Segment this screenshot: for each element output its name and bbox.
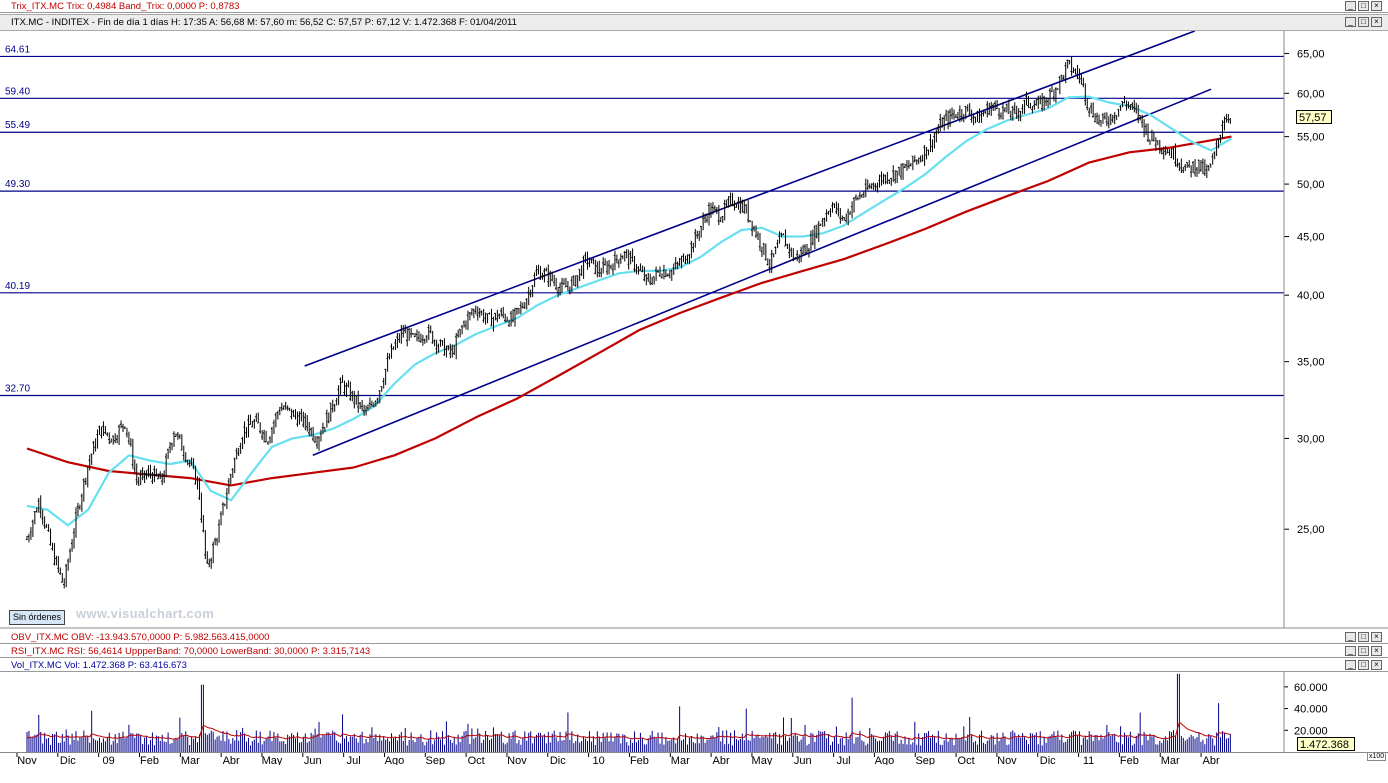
x-tick-label: Mar xyxy=(181,755,200,765)
x-tick-label: Mar xyxy=(671,755,690,765)
trix-panel-header: Trix_ITX.MC Trix: 0,4984 Band_Trix: 0,00… xyxy=(0,0,1388,13)
y-tick-label: 65,00 xyxy=(1297,48,1325,60)
minimize-icon[interactable]: _ xyxy=(1345,660,1356,670)
volume-average-line xyxy=(26,721,1231,741)
x-tick-label: Nov xyxy=(507,755,527,765)
ma-long-line xyxy=(26,135,1232,487)
x-tick-label: Sep xyxy=(915,755,935,765)
y-tick-label: 35,00 xyxy=(1297,357,1325,369)
minimize-icon[interactable]: _ xyxy=(1345,632,1356,642)
level-label-2: 55.49 xyxy=(5,120,30,131)
watermark: www.visualchart.com xyxy=(76,606,215,621)
x-tick-label: Abr xyxy=(1203,755,1220,765)
x-tick-label: Abr xyxy=(223,755,240,765)
orders-button[interactable]: Sin órdenes xyxy=(9,610,66,625)
vol-tick-label: 40.000 xyxy=(1294,704,1328,716)
x-tick-label: May xyxy=(752,755,773,765)
x-tick-label: Sep xyxy=(426,755,446,765)
y-tick-label: 60,00 xyxy=(1297,88,1325,100)
close-icon[interactable]: × xyxy=(1371,632,1382,642)
x-tick-label: Dic xyxy=(60,755,76,765)
close-icon[interactable]: × xyxy=(1371,660,1382,670)
last-volume-box: 1.472.368 xyxy=(1297,737,1355,751)
maximize-icon[interactable]: □ xyxy=(1358,660,1369,670)
close-icon[interactable]: × xyxy=(1371,1,1382,11)
last-price-box: 57,57 xyxy=(1296,110,1332,124)
minimize-icon[interactable]: _ xyxy=(1345,17,1356,27)
x-tick-label: 09 xyxy=(103,755,115,765)
vol-tick-label: 20.000 xyxy=(1294,725,1328,737)
x-tick-label: Jul xyxy=(837,755,851,765)
rsi-panel-header: RSI_ITX.MC RSI: 56,4614 UppperBand: 70,0… xyxy=(0,645,1388,658)
minimize-icon[interactable]: _ xyxy=(1345,646,1356,656)
x-tick-label: Nov xyxy=(17,755,37,765)
obv-panel-header: OBV_ITX.MC OBV: -13.943.570,0000 P: 5.98… xyxy=(0,631,1388,644)
maximize-icon[interactable]: □ xyxy=(1358,632,1369,642)
x-tick-label: May xyxy=(262,755,283,765)
y-tick-label: 25,00 xyxy=(1297,524,1325,536)
x-tick-label: Oct xyxy=(468,755,485,765)
level-label-5: 32.70 xyxy=(5,384,30,395)
maximize-icon[interactable]: □ xyxy=(1358,17,1369,27)
rsi-title: RSI_ITX.MC RSI: 56,4614 UppperBand: 70,0… xyxy=(11,646,371,657)
maximize-icon[interactable]: □ xyxy=(1358,646,1369,656)
x-tick-label: Feb xyxy=(1120,755,1139,765)
level-label-3: 49.30 xyxy=(5,179,30,190)
channel-lower-line xyxy=(312,88,1212,457)
x-tick-label: Jun xyxy=(794,755,812,765)
x-tick-label: Jul xyxy=(347,755,361,765)
channel-upper-line xyxy=(304,31,1196,367)
x-tick-label: 10 xyxy=(592,755,604,765)
level-label-0: 64.61 xyxy=(5,44,30,55)
maximize-icon[interactable]: □ xyxy=(1358,1,1369,11)
x-tick-label: Feb xyxy=(140,755,159,765)
x-tick-label: Dic xyxy=(1040,755,1056,765)
volume-scale-tag: x100 xyxy=(1367,752,1387,761)
y-tick-label: 45,00 xyxy=(1297,232,1325,244)
x-tick-label: Feb xyxy=(630,755,649,765)
level-label-1: 59.40 xyxy=(5,86,30,97)
x-tick-label: 11 xyxy=(1083,755,1094,765)
price-panel-header: ITX.MC - INDITEX - Fin de día 1 días H: … xyxy=(0,14,1388,31)
close-icon[interactable]: × xyxy=(1371,646,1382,656)
y-tick-label: 30,00 xyxy=(1297,433,1325,445)
level-label-4: 40.19 xyxy=(5,281,30,292)
x-tick-label: Ago xyxy=(385,755,405,765)
volume-title: Vol_ITX.MC Vol: 1.472.368 P: 63.416.673 xyxy=(11,660,187,671)
volume-chart[interactable]: 60.000 40.000 20.000 Nov Dic 09 Feb Mar Abr May J… xyxy=(0,672,1388,765)
x-tick-label: Ago xyxy=(875,755,895,765)
vol-tick-label: 60.000 xyxy=(1294,682,1328,694)
y-tick-label: 55,00 xyxy=(1297,132,1325,144)
price-title: ITX.MC - INDITEX - Fin de día 1 días H: … xyxy=(11,17,517,28)
price-chart[interactable]: 64.61 59.40 55.49 49.30 40.19 32.70 65,00 60,0… xyxy=(0,31,1388,631)
x-tick-label: Dic xyxy=(550,755,566,765)
ma-short-line xyxy=(26,95,1233,527)
y-tick-label: 40,00 xyxy=(1297,290,1325,302)
volume-panel-header: Vol_ITX.MC Vol: 1.472.368 P: 63.416.673 … xyxy=(0,659,1388,672)
minimize-icon[interactable]: _ xyxy=(1345,1,1356,11)
obv-title: OBV_ITX.MC OBV: -13.943.570,0000 P: 5.98… xyxy=(11,632,270,643)
trix-title: Trix_ITX.MC Trix: 0,4984 Band_Trix: 0,00… xyxy=(11,1,240,12)
close-icon[interactable]: × xyxy=(1371,17,1382,27)
y-tick-label: 50,00 xyxy=(1297,179,1325,191)
x-tick-label: Nov xyxy=(997,755,1017,765)
x-tick-label: Jun xyxy=(304,755,322,765)
x-tick-label: Mar xyxy=(1161,755,1180,765)
x-tick-label: Abr xyxy=(713,755,730,765)
x-tick-label: Oct xyxy=(958,755,975,765)
